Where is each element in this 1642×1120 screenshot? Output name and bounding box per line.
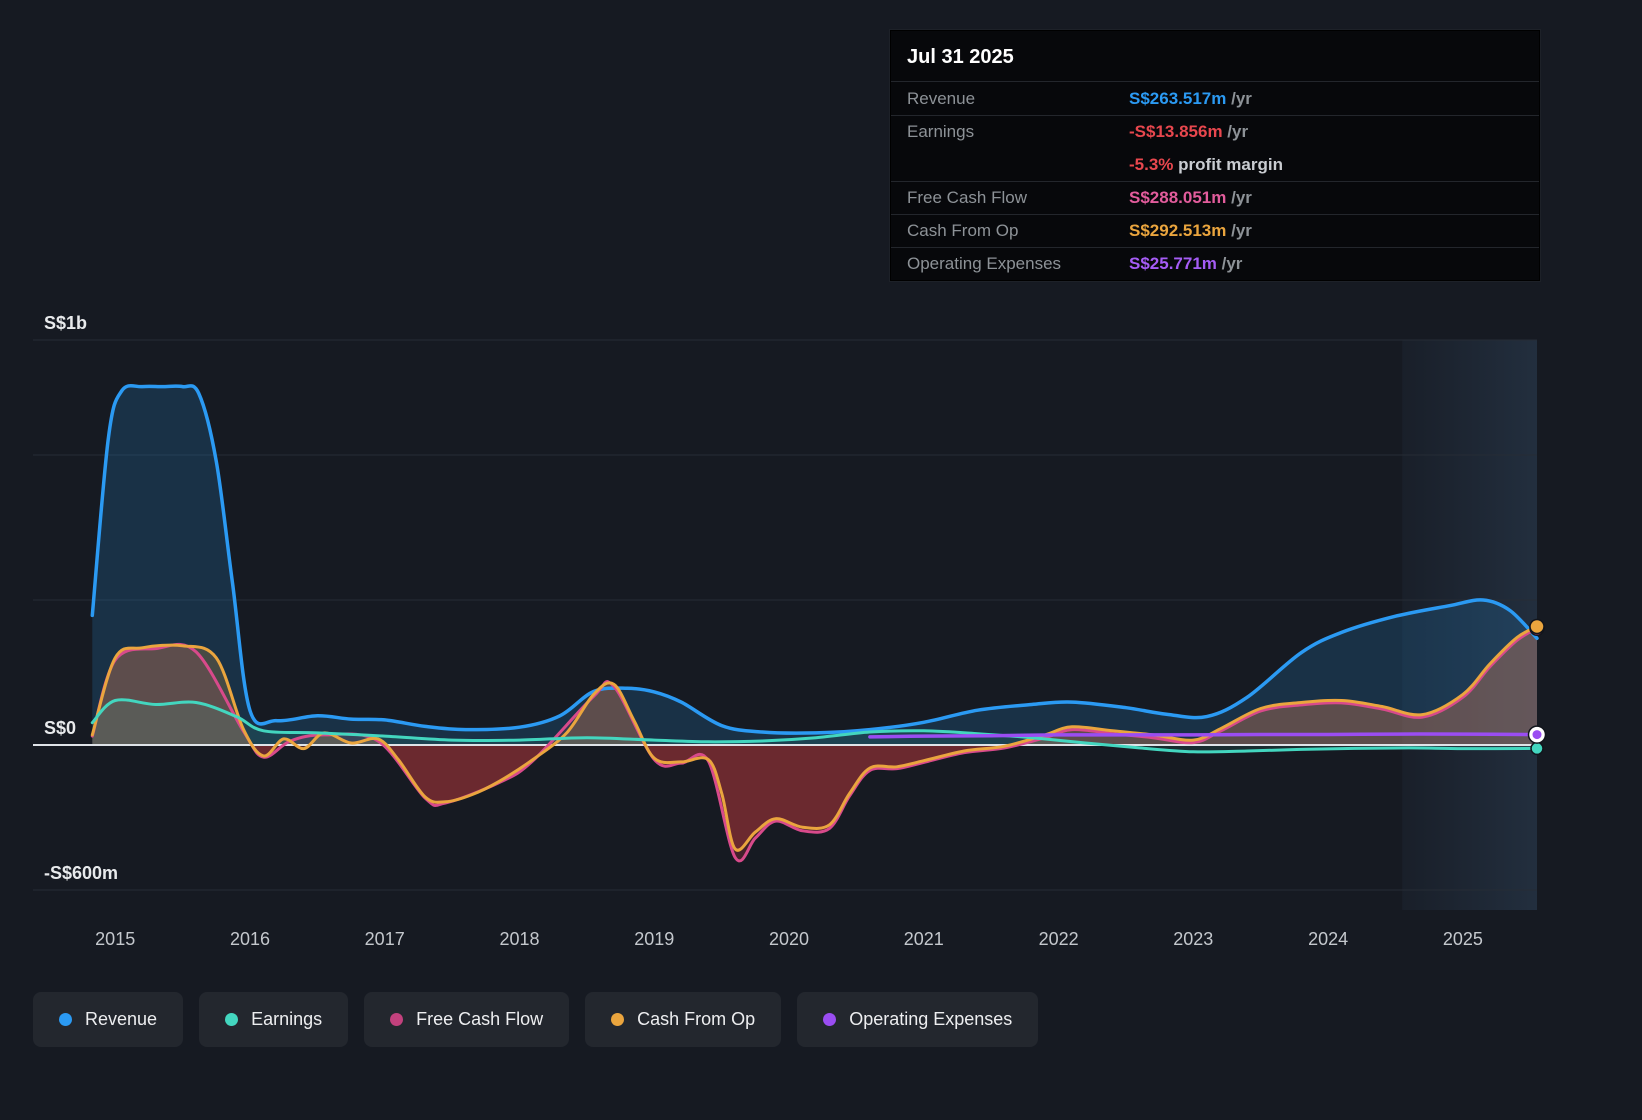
tooltip-row-label: Free Cash Flow: [907, 188, 1027, 207]
legend-dot-cashop: [611, 1013, 625, 1026]
future-highlight-band: [1402, 340, 1537, 910]
y-axis-label: S$0: [44, 718, 76, 738]
x-axis-label: 2022: [1039, 929, 1079, 949]
tooltip-row-suffix: profit margin: [1173, 154, 1283, 174]
x-axis-label: 2016: [230, 929, 270, 949]
cashop-area-negative: [92, 745, 1537, 851]
tooltip-row: Cash From Op S$292.513m /yr: [891, 214, 1539, 247]
x-axis-label: 2018: [499, 929, 539, 949]
tooltip-row-value: S$25.771m: [1129, 254, 1217, 273]
tooltip-row: Revenue S$263.517m /yr: [891, 82, 1539, 115]
tooltip-row-value: -5.3%: [1129, 154, 1174, 174]
tooltip-row: Free Cash Flow S$288.051m /yr: [891, 181, 1539, 214]
legend-dot-opex: [823, 1013, 837, 1026]
chart-legend: Revenue Earnings Free Cash Flow Cash From O…: [33, 992, 1039, 1047]
legend-label: Cash From Op: [637, 1009, 756, 1029]
tooltip-row-value: -S$13.856m: [1129, 122, 1223, 141]
tooltip-row-value: S$263.517m: [1129, 88, 1227, 108]
fcf-line: [90, 626, 1539, 863]
legend-label: Revenue: [85, 1009, 158, 1029]
legend-label: Free Cash Flow: [416, 1009, 544, 1029]
tooltip-rows: Revenue S$263.517m /yr Earnings -S$13.856m …: [891, 82, 1539, 280]
y-axis-label: S$1b: [44, 313, 87, 333]
revenue-area: [92, 385, 1537, 745]
legend-dot-revenue: [59, 1013, 72, 1026]
x-axis-label: 2017: [365, 929, 405, 949]
legend-item-revenue[interactable]: Revenue: [33, 992, 184, 1047]
tooltip-row: Earnings -S$13.856m /yr: [891, 115, 1539, 148]
fcf-area-negative: [92, 745, 1537, 861]
opex-end-marker-inner: [1532, 730, 1542, 740]
tooltip-row-suffix: /yr: [1226, 88, 1252, 108]
legend-item-earnings[interactable]: Earnings: [199, 992, 349, 1047]
tooltip-row-suffix: /yr: [1226, 188, 1252, 207]
tooltip-date: Jul 31 2025: [891, 31, 1539, 82]
x-axis-label: 2025: [1443, 929, 1483, 949]
earnings-end-marker: [1530, 741, 1544, 756]
tooltip-row-label: Operating Expenses: [907, 254, 1062, 273]
cashop-line: [90, 625, 1539, 852]
legend-dot-fcf: [390, 1013, 404, 1026]
x-axis-label: 2024: [1308, 929, 1348, 949]
chart-tooltip: Jul 31 2025 Revenue S$263.517m /yr Earning…: [890, 30, 1540, 281]
legend-item-opex[interactable]: Operating Expenses: [797, 992, 1039, 1047]
tooltip-row-label: Cash From Op: [907, 221, 1019, 240]
tooltip-row-label: Earnings: [907, 122, 975, 141]
earnings-line: [90, 698, 1539, 754]
x-axis-label: 2023: [1173, 929, 1213, 949]
tooltip-row-label: Revenue: [907, 88, 976, 108]
tooltip-row-value: S$288.051m: [1129, 188, 1227, 207]
earnings-area: [92, 699, 1537, 745]
legend-label: Earnings: [251, 1009, 323, 1029]
tooltip-row-suffix: /yr: [1216, 254, 1243, 273]
legend-item-fcf[interactable]: Free Cash Flow: [364, 992, 570, 1047]
tooltip-row-value: S$292.513m: [1129, 221, 1227, 240]
tooltip-row: -5.3% profit margin: [891, 148, 1539, 181]
cashop-end-marker: [1529, 618, 1545, 635]
tooltip-row-suffix: /yr: [1226, 221, 1252, 240]
x-axis-label: 2015: [95, 929, 135, 949]
opex-line: [868, 732, 1539, 739]
revenue-line: [90, 383, 1539, 735]
legend-item-cashop[interactable]: Cash From Op: [585, 992, 782, 1047]
x-axis-label: 2019: [634, 929, 674, 949]
legend-label: Operating Expenses: [849, 1009, 1013, 1029]
tooltip-row: Operating Expenses S$25.771m /yr: [891, 247, 1539, 280]
x-axis-label: 2020: [769, 929, 809, 949]
tooltip-row-suffix: /yr: [1222, 122, 1249, 141]
y-axis-label: -S$600m: [44, 863, 118, 883]
x-axis-label: 2021: [904, 929, 944, 949]
legend-dot-earnings: [225, 1013, 239, 1026]
